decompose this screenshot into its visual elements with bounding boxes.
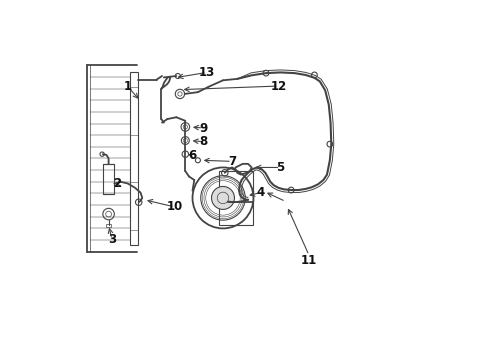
Text: 13: 13	[198, 66, 215, 79]
Text: 7: 7	[227, 155, 236, 168]
Text: 3: 3	[107, 233, 116, 246]
Text: 1: 1	[123, 80, 132, 93]
Text: 12: 12	[270, 80, 286, 93]
Text: 2: 2	[113, 177, 121, 190]
Text: 4: 4	[256, 186, 264, 199]
Bar	[102, 164, 114, 194]
Bar	[219, 171, 253, 225]
Bar	[130, 72, 138, 244]
Text: 11: 11	[300, 254, 317, 267]
Text: 10: 10	[166, 201, 183, 213]
Text: 9: 9	[199, 122, 207, 135]
Circle shape	[211, 186, 234, 210]
Bar	[105, 225, 111, 227]
Text: 8: 8	[199, 135, 207, 148]
Text: 5: 5	[276, 161, 284, 174]
Text: 6: 6	[188, 149, 196, 162]
